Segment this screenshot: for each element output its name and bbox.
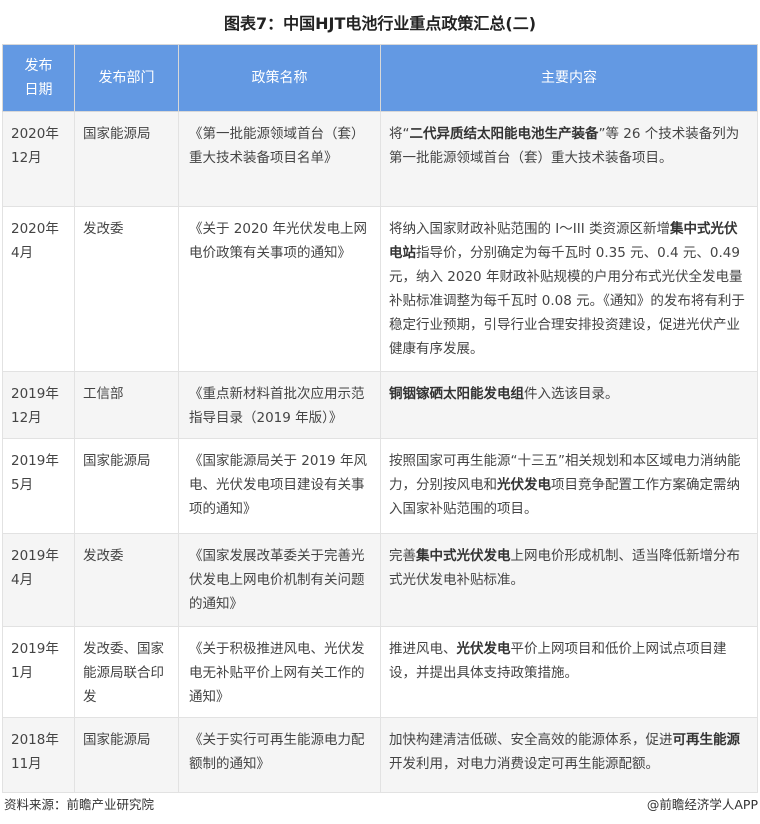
page-title: 图表7：中国HJT电池行业重点政策汇总(二) — [223, 14, 537, 33]
highlighted-text: 二代异质结太阳能电池生产装备 — [409, 126, 599, 142]
row-date: 2020年4月 — [2, 206, 75, 372]
row-content: 铜铟镓硒太阳能发电组件入选该目录。 — [380, 371, 758, 439]
highlighted-text: 集中式光伏电站 — [389, 221, 738, 261]
content-text: 完善 — [389, 548, 416, 564]
header-date: 发布日期 — [2, 44, 75, 112]
table-header: 发布日期 发布部门 政策名称 主要内容 — [2, 44, 758, 112]
content-text: 加快构建清洁低碳、安全高效的能源体系，促进 — [389, 732, 673, 748]
row-dept: 国家能源局 — [74, 717, 179, 793]
row-dept: 发改委 — [74, 533, 179, 627]
row-content: 完善集中式光伏发电上网电价形成机制、适当降低新增分布式光伏发电补贴标准。 — [380, 533, 758, 627]
row-content: 将“二代异质结太阳能电池生产装备”等 26 个技术装备列为第一批能源领域首台（套… — [380, 111, 758, 207]
table-row: 2020年4月 发改委 《关于 2020 年光伏发电上网电价政策有关事项的通知》 将纳… — [2, 206, 758, 372]
row-dept: 国家能源局 — [74, 111, 179, 207]
row-date: 2019年5月 — [2, 438, 75, 534]
table-row: 2019年12月 工信部 《重点新材料首批次应用示范指导目录（2019 年版）》 铜铟… — [2, 371, 758, 439]
row-date: 2019年4月 — [2, 533, 75, 627]
row-dept: 工信部 — [74, 371, 179, 439]
row-content: 按照国家可再生能源“十三五”相关规划和本区域电力消纳能力，分别按风电和光伏发电项… — [380, 438, 758, 534]
content-text: 将纳入国家财政补贴范围的 I～III 类资源区新增 — [389, 221, 671, 237]
highlighted-text: 光伏发电 — [456, 641, 511, 657]
table-row: 2019年4月 发改委 《国家发展改革委关于完善光伏发电上网电价机制有关问题的通知》… — [2, 533, 758, 627]
content-text: 项目竞争配置工作方案确定需纳入国家补贴范围的项目。 — [389, 477, 740, 517]
table-row: 2019年1月 发改委、国家能源局联合印发 《关于积极推进风电、光伏发电无补贴平价上… — [2, 626, 758, 718]
content-text: 平价上网项目和低价上网试点项目建设，并提出具体支持政策措施。 — [389, 641, 727, 681]
row-policy-name: 《国家发展改革委关于完善光伏发电上网电价机制有关问题的通知》 — [178, 533, 381, 627]
row-content: 推进风电、光伏发电平价上网项目和低价上网试点项目建设，并提出具体支持政策措施。 — [380, 626, 758, 718]
content-text: 开发利用，对电力消费设定可再生能源配额。 — [389, 756, 659, 772]
row-policy-name: 《关于实行可再生能源电力配额制的通知》 — [178, 717, 381, 793]
header-content: 主要内容 — [380, 44, 758, 112]
row-date: 2019年1月 — [2, 626, 75, 718]
table-row: 2020年12月 国家能源局 《第一批能源领域首台（套）重大技术装备项目名单》 将“二… — [2, 111, 758, 207]
row-content: 将纳入国家财政补贴范围的 I～III 类资源区新增集中式光伏电站指导价，分别确定… — [380, 206, 758, 372]
table-row: 2018年11月 国家能源局 《关于实行可再生能源电力配额制的通知》 加快构建清洁低碳… — [2, 717, 758, 793]
policy-table: 发布日期 发布部门 政策名称 主要内容 2020年12月 国家能源局 《第一批能源领… — [2, 44, 758, 793]
highlighted-text: 铜铟镓硒太阳能发电组 — [389, 386, 524, 402]
highlighted-text: 光伏发电 — [497, 477, 551, 493]
content-text: ”等 26 个技术装备列为第一批能源领域首台（套）重大技术装备项目。 — [389, 126, 740, 166]
content-text: 按照国家可再生能源“十三五”相关规划和本区域电力消纳能力，分别按风电和 — [389, 453, 741, 493]
source-note: 资料来源：前瞻产业研究院 — [4, 797, 155, 812]
header-dept: 发布部门 — [74, 44, 179, 112]
content-text: 件入选该目录。 — [524, 386, 619, 402]
content-text: 指导价，分别确定为每千瓦时 0.35 元、0.4 元、0.49 元，纳入 202… — [389, 245, 745, 357]
app-credit: @前瞻经济学人APP — [646, 797, 758, 812]
row-date: 2020年12月 — [2, 111, 75, 207]
table-row: 2019年5月 国家能源局 《国家能源局关于 2019 年风电、光伏发电项目建设有关… — [2, 438, 758, 534]
highlighted-text: 集中式光伏发电 — [416, 548, 511, 564]
row-policy-name: 《关于 2020 年光伏发电上网电价政策有关事项的通知》 — [178, 206, 381, 372]
row-policy-name: 《重点新材料首批次应用示范指导目录（2019 年版）》 — [178, 371, 381, 439]
row-content: 加快构建清洁低碳、安全高效的能源体系，促进可再生能源开发利用，对电力消费设定可再… — [380, 717, 758, 793]
content-text: 上网电价形成机制、适当降低新增分布式光伏发电补贴标准。 — [389, 548, 740, 588]
row-dept: 发改委、国家能源局联合印发 — [74, 626, 179, 718]
row-dept: 发改委 — [74, 206, 179, 372]
content-text: 推进风电、 — [389, 641, 457, 657]
row-policy-name: 《国家能源局关于 2019 年风电、光伏发电项目建设有关事项的通知》 — [178, 438, 381, 534]
row-policy-name: 《关于积极推进风电、光伏发电无补贴平价上网有关工作的通知》 — [178, 626, 381, 718]
row-date: 2018年11月 — [2, 717, 75, 793]
header-name: 政策名称 — [178, 44, 381, 112]
highlighted-text: 可再生能源 — [672, 732, 741, 748]
content-text: 将“ — [389, 126, 410, 142]
row-date: 2019年12月 — [2, 371, 75, 439]
row-dept: 国家能源局 — [74, 438, 179, 534]
row-policy-name: 《第一批能源领域首台（套）重大技术装备项目名单》 — [178, 111, 381, 207]
